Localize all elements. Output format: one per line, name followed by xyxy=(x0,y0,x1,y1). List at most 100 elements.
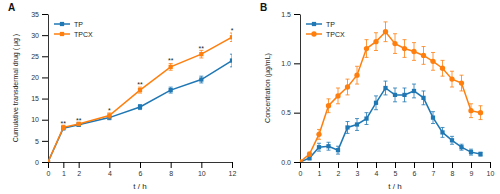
error-bar xyxy=(412,84,416,98)
marker xyxy=(138,105,142,109)
tick-label: 15 xyxy=(31,95,39,102)
tick: 35 xyxy=(31,11,48,18)
error-bar xyxy=(355,119,359,131)
marker xyxy=(440,66,445,71)
marker xyxy=(307,151,312,156)
tick-label: 2 xyxy=(77,170,81,177)
tick-label: 8 xyxy=(451,170,455,177)
tick-label: 9 xyxy=(470,170,474,177)
marker xyxy=(373,39,378,44)
error-bar xyxy=(374,96,378,110)
tick-label: 20 xyxy=(31,74,39,81)
tick: 1.5 xyxy=(281,11,300,18)
tick: 1.0 xyxy=(281,60,300,67)
error-bar xyxy=(393,88,397,102)
error-bar xyxy=(374,33,378,51)
tick-mark xyxy=(471,162,472,168)
marker xyxy=(459,80,464,85)
marker xyxy=(430,59,435,64)
marker xyxy=(459,145,463,149)
error-bar xyxy=(384,81,388,95)
error-bar xyxy=(479,106,483,120)
series xyxy=(48,54,232,162)
marker xyxy=(431,115,435,119)
legend-label: TPCX xyxy=(74,31,93,38)
tick-mark xyxy=(452,162,453,168)
error-bar xyxy=(403,40,407,58)
tick-mark xyxy=(294,162,300,163)
annotation: ** xyxy=(168,57,174,64)
series xyxy=(300,81,483,162)
tick-mark xyxy=(42,14,48,15)
error-bar xyxy=(327,142,331,150)
error-bar xyxy=(422,47,426,65)
marker xyxy=(169,88,173,92)
y-axis: 05101520253035 xyxy=(31,11,48,166)
marker xyxy=(300,160,302,162)
tick-mark xyxy=(42,77,48,78)
annotation: ** xyxy=(137,81,143,88)
tick-label: 7 xyxy=(432,170,436,177)
annotation: * xyxy=(231,27,234,34)
error-bar xyxy=(169,87,173,93)
marker xyxy=(48,160,50,162)
tick-mark xyxy=(42,99,48,100)
tick-mark xyxy=(376,162,377,168)
x-axis: 0124681012 xyxy=(47,162,237,177)
error-bar xyxy=(365,113,369,125)
marker xyxy=(364,46,369,51)
line xyxy=(48,61,232,162)
legend-label: TP xyxy=(74,21,83,28)
marker xyxy=(374,101,378,105)
marker xyxy=(383,86,387,90)
y-axis-line xyxy=(48,15,49,163)
tick-label: 1.0 xyxy=(281,60,291,67)
tick-label: 30 xyxy=(31,32,39,39)
marker xyxy=(478,152,482,156)
tick-mark xyxy=(42,35,48,36)
error-bar xyxy=(346,79,350,95)
tick-mark xyxy=(490,162,491,168)
legend-item: TP xyxy=(54,21,83,28)
error-bar xyxy=(199,76,203,83)
tick-label: 5 xyxy=(35,138,39,145)
marker xyxy=(402,93,406,97)
tick-mark xyxy=(338,162,339,168)
tick-mark xyxy=(63,162,64,168)
tick-label: 0 xyxy=(47,170,51,177)
tick: 7 xyxy=(432,162,436,177)
tick-label: 10 xyxy=(198,170,206,177)
tick-label: 35 xyxy=(31,11,39,18)
y-axis-title: Cumulative transdermal drug ( μg ) xyxy=(12,34,20,142)
marker xyxy=(199,77,203,81)
tick: 2 xyxy=(337,162,341,177)
marker xyxy=(345,84,350,89)
tick: 9 xyxy=(470,162,474,177)
marker xyxy=(412,89,416,93)
legend-label: TP xyxy=(326,21,335,28)
tick-mark xyxy=(232,162,233,168)
tick-label: 10 xyxy=(487,170,495,177)
tick-mark xyxy=(294,63,300,64)
marker xyxy=(421,53,426,58)
tick-label: 6 xyxy=(413,170,417,177)
tick-mark xyxy=(357,162,358,168)
tick-label: 0.0 xyxy=(281,159,291,166)
legend: TP TPCX xyxy=(54,21,93,38)
marker xyxy=(392,41,397,46)
tick-mark xyxy=(294,113,300,114)
error-bar xyxy=(317,143,321,151)
tick: 10 xyxy=(487,162,495,177)
y-axis-title: Concentration (μg/mL) xyxy=(264,53,272,123)
tick-label: 10 xyxy=(31,116,39,123)
error-bar xyxy=(441,60,445,76)
tick: 2 xyxy=(77,162,81,177)
tick-label: 4 xyxy=(375,170,379,177)
error-bar xyxy=(450,136,454,144)
annotation: ** xyxy=(61,120,67,127)
x-axis-title: t / h xyxy=(133,182,146,191)
error-bar xyxy=(336,88,340,104)
error-bar xyxy=(460,144,464,150)
error-bar xyxy=(412,43,416,61)
tick: 1 xyxy=(62,162,66,177)
